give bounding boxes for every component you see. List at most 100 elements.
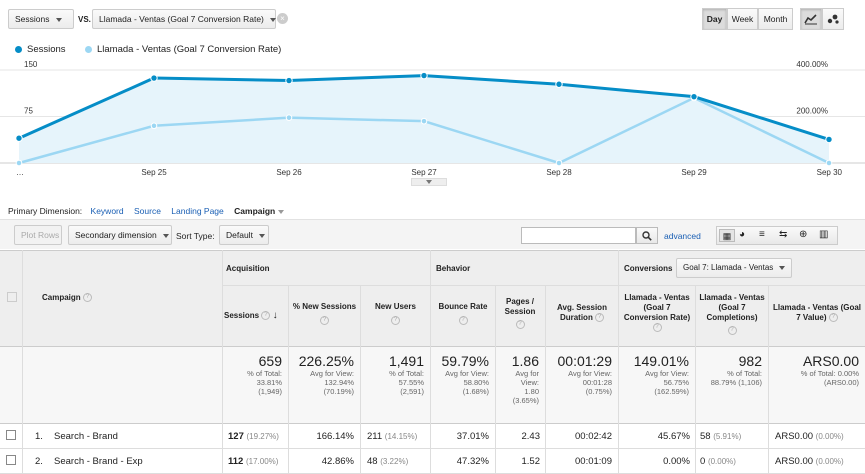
help-icon[interactable]: ?	[652, 323, 662, 333]
pages-session-column-header[interactable]: Pages / Session?	[504, 297, 536, 329]
sessions-point	[15, 134, 23, 142]
col-divider	[22, 250, 23, 474]
help-icon[interactable]: ?	[727, 326, 737, 335]
legend-sessions[interactable]: Sessions	[15, 44, 66, 55]
search-button[interactable]	[636, 227, 658, 244]
pie-view-icon[interactable]: ◕	[739, 229, 746, 240]
vs-label: VS.	[78, 15, 91, 24]
dimension-keyword-link[interactable]: Keyword	[90, 206, 124, 216]
avg-session-duration-column-header[interactable]: Avg. Session Duration ?	[557, 303, 607, 323]
col-divider	[545, 285, 546, 474]
comparison-view-icon[interactable]: ⇆	[779, 229, 788, 240]
sort-type-select[interactable]: Default	[219, 225, 269, 245]
totals-cell: 226.25% Avg for View: 132.94% (70.19%)	[288, 353, 354, 396]
plot-rows-button[interactable]: Plot Rows	[14, 225, 62, 245]
col-divider	[495, 285, 496, 474]
totals-subtext: View:	[520, 378, 539, 387]
day-button[interactable]: Day	[702, 8, 727, 30]
metric2-select[interactable]: Llamada - Ventas (Goal 7 Conversion Rate…	[92, 9, 276, 29]
conversion-rate-point	[285, 114, 293, 121]
totals-cell: 982% of Total: 88.79% (1,106)	[695, 353, 762, 387]
y-left-tick-label: 75	[24, 107, 33, 116]
row-checkbox[interactable]	[6, 455, 16, 465]
chart-collapse-handle[interactable]	[411, 178, 447, 186]
dimension-source-link[interactable]: Source	[133, 206, 161, 216]
legend-conversion-rate[interactable]: Llamada - Ventas (Goal 7 Conversion Rate…	[85, 44, 281, 55]
totals-subtext: (162.59%)	[654, 387, 689, 396]
new-sessions-column-header[interactable]: % New Sessions?	[292, 302, 357, 325]
campaign-name-link[interactable]: Search - Brand - Exp	[54, 456, 143, 467]
month-button[interactable]: Month	[758, 8, 793, 30]
motion-chart-button[interactable]	[822, 8, 844, 30]
value-cell: ARS0.00 (0.00%)	[775, 456, 844, 467]
row-number: 1.	[35, 431, 43, 442]
totals-subtext: (1,949)	[258, 387, 282, 396]
goal7-completions-column-header[interactable]: Llamada - Ventas (Goal 7 Completions)?	[699, 293, 765, 335]
totals-subtext: Avg for View:	[568, 369, 612, 378]
goal7-conversion-rate-column-header[interactable]: Llamada - Ventas (Goal 7 Conversion Rate…	[623, 293, 691, 333]
campaign-name-link[interactable]: Search - Brand	[54, 431, 118, 442]
totals-subtext: (1.68%)	[462, 387, 489, 396]
pages-session-cell: 2.43	[521, 431, 541, 442]
help-icon[interactable]: ?	[391, 316, 400, 325]
conversion-rate-point	[825, 159, 833, 167]
secondary-dimension-select[interactable]: Secondary dimension	[68, 225, 172, 245]
totals-value: 00:01:29	[557, 353, 613, 369]
campaign-column-header[interactable]: Campaign ?	[42, 293, 92, 303]
term-cloud-view-icon[interactable]: ⊕	[799, 229, 808, 240]
dimension-campaign-selected[interactable]: Campaign	[234, 206, 276, 216]
help-icon[interactable]: ?	[320, 316, 329, 325]
col-divider	[222, 250, 223, 474]
goal-select[interactable]: Goal 7: Llamada - Ventas	[676, 258, 792, 278]
totals-subtext: 57.55%	[398, 378, 424, 387]
totals-cell: 00:01:29 Avg for View: 00:01:28 (0.75%)	[545, 353, 613, 396]
close-icon[interactable]: ×	[277, 13, 288, 24]
totals-subtext: % of Total: 0.00%	[800, 369, 859, 378]
line-chart-button[interactable]	[800, 8, 822, 30]
help-icon[interactable]: ?	[261, 311, 271, 321]
table-view-icon[interactable]: ▦	[719, 229, 735, 242]
performance-view-icon[interactable]: ≡	[759, 229, 765, 240]
sessions-point	[825, 135, 833, 144]
week-button[interactable]: Week	[727, 8, 758, 30]
totals-subtext: Avg for View:	[445, 369, 489, 378]
bounce-rate-column-header[interactable]: Bounce Rate?	[438, 302, 488, 325]
conversion-rate-point	[15, 159, 23, 167]
help-icon[interactable]: ?	[828, 313, 838, 323]
help-icon[interactable]: ?	[458, 316, 468, 325]
line-chart: 150 75 400.00% 200.00% … Sep 25 Sep 26 Sep 27 Se…	[0, 60, 865, 177]
totals-subtext: (3.65%)	[512, 396, 539, 405]
conversion-rate-point	[555, 159, 563, 167]
new-users-column-header[interactable]: New Users?	[375, 302, 416, 325]
x-tick-label: …	[16, 168, 24, 177]
totals-subtext: % of Total:	[389, 369, 424, 378]
sessions-column-header[interactable]: Sessions ? ↓	[224, 310, 278, 321]
duration-cell: 00:01:09	[575, 456, 612, 467]
row-checkbox[interactable]	[6, 430, 16, 440]
select-all-checkbox[interactable]	[7, 292, 17, 302]
help-icon[interactable]: ?	[82, 293, 92, 303]
totals-subtext: (0.75%)	[585, 387, 612, 396]
col-divider	[618, 250, 619, 474]
col-divider	[430, 250, 431, 474]
view-switcher: ▦ ◕ ≡ ⇆ ⊕ ▥	[716, 226, 838, 245]
metric1-select[interactable]: Sessions	[8, 9, 74, 29]
conversion-rate-cell: 45.67%	[657, 431, 690, 442]
totals-cell: 659% of Total: 33.81% (1,949)	[222, 353, 282, 396]
totals-value: 226.25%	[298, 353, 354, 369]
dimension-landing-page-link[interactable]: Landing Page	[171, 206, 224, 216]
pivot-view-icon[interactable]: ▥	[819, 229, 829, 240]
totals-cell: ARS0.00% of Total: 0.00% (ARS0.00)	[768, 353, 859, 387]
table-search-input[interactable]	[521, 227, 636, 244]
advanced-filter-link[interactable]: advanced	[664, 231, 701, 241]
help-icon[interactable]: ?	[515, 320, 525, 329]
y-right-tick-label: 400.00%	[796, 60, 828, 69]
x-tick-label: Sep 29	[681, 168, 707, 177]
totals-subtext: Avg for View:	[310, 369, 354, 378]
new-users-cell: 211 (14.15%)	[367, 431, 418, 442]
behavior-group-header: Behavior	[436, 264, 471, 273]
help-icon[interactable]: ?	[595, 313, 605, 323]
goal7-value-column-header[interactable]: Llamada - Ventas (Goal 7 Value) ?	[772, 303, 862, 323]
chevron-down-icon	[269, 17, 276, 22]
completions-cell: 58 (5.91%)	[700, 431, 742, 442]
